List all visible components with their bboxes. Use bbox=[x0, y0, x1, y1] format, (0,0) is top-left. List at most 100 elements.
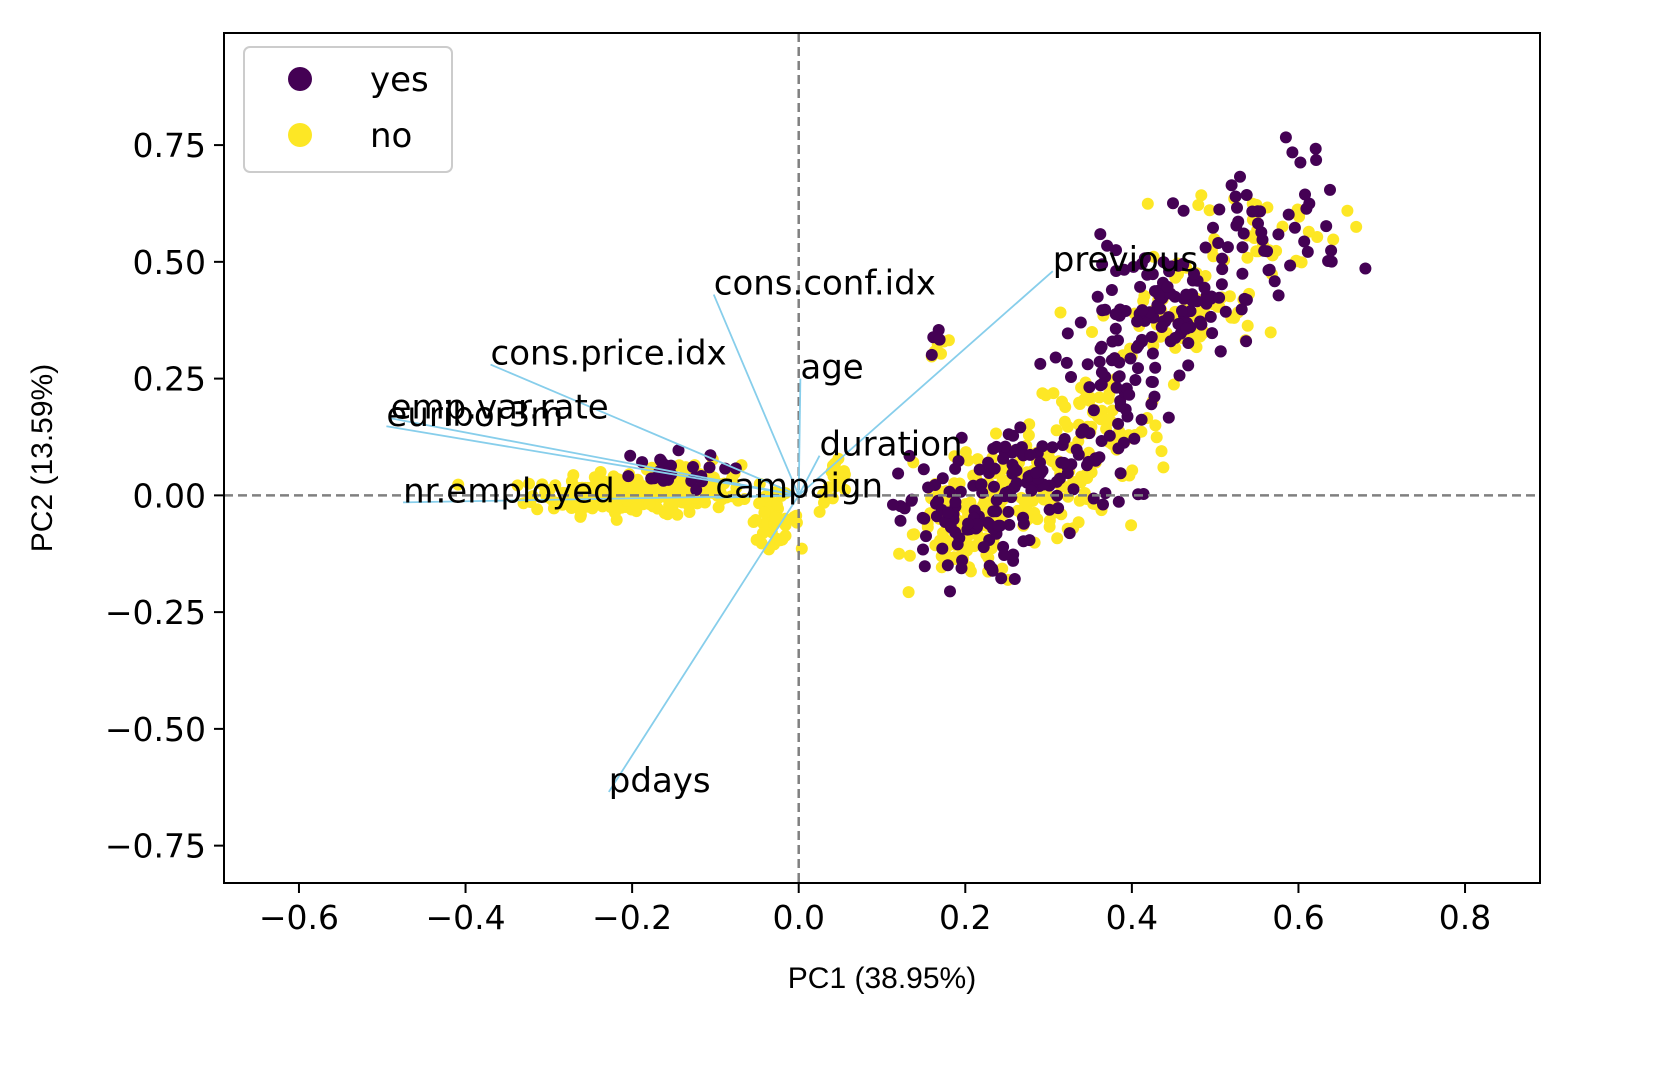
loading-vector-cons.price.idx bbox=[490, 363, 800, 497]
point-no bbox=[1293, 210, 1306, 223]
point-yes bbox=[1058, 433, 1071, 445]
point-yes bbox=[1053, 472, 1066, 485]
point-yes bbox=[1146, 347, 1159, 360]
point-no bbox=[758, 506, 771, 519]
point-yes bbox=[1263, 263, 1276, 276]
point-yes bbox=[672, 444, 685, 457]
point-yes bbox=[962, 517, 975, 530]
point-yes bbox=[1225, 179, 1238, 192]
point-yes bbox=[687, 461, 699, 473]
point-yes bbox=[1010, 477, 1023, 490]
point-yes bbox=[982, 456, 995, 469]
point-no bbox=[942, 334, 955, 347]
x-tick-label: 0.4 bbox=[1106, 898, 1158, 937]
point-no bbox=[672, 484, 685, 497]
point-no bbox=[630, 491, 643, 504]
point-yes bbox=[1063, 527, 1076, 540]
point-yes bbox=[622, 470, 635, 483]
point-no bbox=[574, 510, 587, 523]
point-no bbox=[959, 446, 972, 459]
point-yes bbox=[1095, 366, 1108, 379]
point-yes bbox=[1129, 374, 1142, 386]
point-yes bbox=[1204, 310, 1217, 323]
point-no bbox=[817, 488, 829, 501]
point-yes bbox=[1199, 241, 1212, 254]
point-yes bbox=[1060, 356, 1073, 369]
point-yes bbox=[920, 530, 932, 543]
point-yes bbox=[1109, 308, 1122, 321]
point-no bbox=[968, 540, 981, 553]
point-no bbox=[511, 479, 524, 492]
point-yes bbox=[976, 486, 989, 499]
point-no bbox=[1241, 251, 1254, 264]
point-no bbox=[1072, 516, 1085, 529]
point-no bbox=[523, 477, 535, 490]
point-yes bbox=[887, 498, 899, 511]
loading-label-cons.conf.idx: cons.conf.idx bbox=[714, 264, 936, 304]
point-yes bbox=[1272, 228, 1285, 241]
point-yes bbox=[1301, 245, 1314, 258]
point-yes bbox=[1221, 241, 1234, 254]
point-yes bbox=[1127, 260, 1140, 273]
point-yes bbox=[925, 348, 938, 361]
point-no bbox=[567, 469, 580, 482]
point-yes bbox=[1177, 257, 1190, 270]
point-yes bbox=[1236, 241, 1249, 254]
point-yes bbox=[1288, 221, 1301, 234]
point-yes bbox=[942, 506, 955, 519]
y-tick-label: 0.75 bbox=[133, 126, 206, 165]
point-no bbox=[971, 453, 984, 466]
point-yes bbox=[1087, 404, 1100, 417]
point-yes bbox=[1081, 358, 1094, 371]
point-yes bbox=[1300, 202, 1313, 215]
x-tick-label: −0.2 bbox=[592, 898, 672, 937]
point-yes bbox=[917, 463, 930, 476]
x-tick-label: 0.0 bbox=[772, 898, 824, 937]
point-yes bbox=[1154, 302, 1167, 315]
point-yes bbox=[1298, 235, 1311, 248]
point-yes bbox=[1149, 285, 1161, 298]
point-yes bbox=[1049, 351, 1062, 364]
point-yes bbox=[955, 562, 968, 575]
y-tick-label: 0.25 bbox=[133, 360, 206, 399]
point-yes bbox=[983, 518, 996, 531]
point-yes bbox=[1043, 503, 1056, 516]
point-yes bbox=[944, 521, 957, 534]
point-yes bbox=[1097, 498, 1109, 511]
loading-vector-euribor3m bbox=[386, 425, 799, 497]
point-yes bbox=[1034, 357, 1047, 370]
loading-vector-campaign bbox=[715, 494, 799, 499]
point-yes bbox=[1017, 517, 1030, 530]
point-no bbox=[935, 347, 947, 360]
point-yes bbox=[949, 496, 962, 508]
point-yes bbox=[1074, 316, 1087, 329]
point-yes bbox=[1216, 263, 1229, 276]
point-no bbox=[1341, 204, 1354, 217]
point-no bbox=[996, 562, 1009, 575]
point-yes bbox=[1101, 239, 1114, 252]
axis-ticks: −0.6 −0.4 −0.2 0.0 0.2 0.4 0.6 0.8 −0.75 −0.50 −0.… bbox=[105, 126, 1491, 937]
point-yes bbox=[951, 538, 964, 551]
loading-label-duration: duration bbox=[820, 425, 963, 465]
point-yes bbox=[703, 461, 716, 474]
point-no bbox=[1193, 306, 1206, 319]
point-yes bbox=[936, 542, 949, 555]
point-yes bbox=[1099, 303, 1112, 316]
point-no bbox=[1141, 197, 1154, 210]
point-no bbox=[1150, 431, 1163, 444]
point-no bbox=[1058, 415, 1071, 428]
point-no bbox=[1203, 204, 1216, 217]
point-yes bbox=[1206, 327, 1219, 340]
x-tick-label: −0.4 bbox=[425, 898, 505, 937]
point-no bbox=[1155, 445, 1168, 458]
point-yes bbox=[892, 467, 905, 480]
y-tick-label: 0.50 bbox=[133, 243, 206, 282]
point-yes bbox=[1124, 352, 1137, 365]
legend-marker-no bbox=[288, 123, 312, 147]
loading-label-cons.price.idx: cons.price.idx bbox=[491, 334, 727, 374]
point-no bbox=[893, 547, 906, 560]
point-yes bbox=[1299, 188, 1311, 201]
point-no bbox=[1051, 532, 1064, 545]
point-yes bbox=[1130, 341, 1143, 354]
